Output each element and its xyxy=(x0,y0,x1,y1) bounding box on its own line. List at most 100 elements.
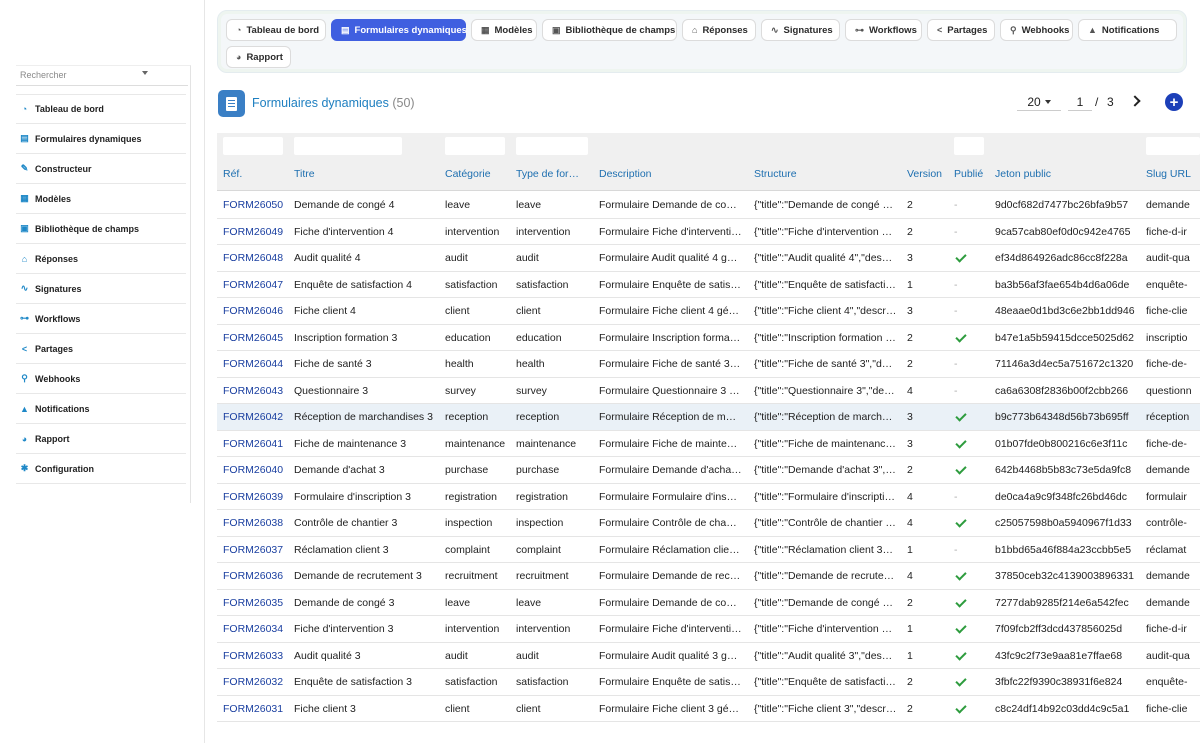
column-header-description[interactable]: Description xyxy=(599,168,652,180)
cell-category: client xyxy=(445,702,470,715)
table-row[interactable]: FORM26037 Réclamation client 3 complaint co… xyxy=(217,537,1200,563)
row-ref-link[interactable]: FORM26048 xyxy=(223,252,284,264)
row-ref-link[interactable]: FORM26031 xyxy=(223,702,284,715)
row-ref-link[interactable]: FORM26049 xyxy=(223,225,284,238)
table-row[interactable]: FORM26041 Fiche de maintenance 3 maintenan… xyxy=(217,431,1200,457)
sidebar-item-8[interactable]: < Partages xyxy=(16,334,186,364)
table-row[interactable]: FORM26039 Formulaire d'inscription 3 regis… xyxy=(217,484,1200,510)
table-row[interactable]: FORM26033 Audit qualité 3 audit audit Formul… xyxy=(217,643,1200,669)
sidebar-item-6[interactable]: ∿ Signatures xyxy=(16,274,186,304)
tab-4[interactable]: ⌂ Réponses xyxy=(682,19,756,41)
column-header-category[interactable]: Catégorie xyxy=(445,168,491,180)
row-ref-link[interactable]: FORM26036 xyxy=(223,570,284,582)
sidebar-item-2[interactable]: ✎ Constructeur xyxy=(16,154,186,184)
tab-7[interactable]: < Partages xyxy=(927,19,995,41)
sidebar-item-12[interactable]: ✱ Configuration xyxy=(16,454,186,484)
sidebar-search-input[interactable]: Rechercher xyxy=(16,65,188,86)
filter-title-input[interactable] xyxy=(294,137,402,155)
filter-slug-input[interactable] xyxy=(1146,137,1200,155)
column-header-structure[interactable]: Structure xyxy=(754,168,797,180)
table-row[interactable]: FORM26040 Demande d'achat 3 purchase purcha… xyxy=(217,457,1200,484)
column-header-title[interactable]: Titre xyxy=(294,168,315,180)
next-page-button[interactable] xyxy=(1128,93,1142,109)
row-ref-link[interactable]: FORM26046 xyxy=(223,305,284,317)
table-row[interactable]: FORM26043 Questionnaire 3 survey survey Form… xyxy=(217,378,1200,404)
filter-category-input[interactable] xyxy=(445,137,505,155)
row-ref-link[interactable]: FORM26044 xyxy=(223,358,284,370)
sidebar-item-10[interactable]: ▲ Notifications xyxy=(16,394,186,424)
tab-label: Notifications xyxy=(1101,24,1160,36)
column-header-published[interactable]: Publié xyxy=(954,168,984,180)
cell-description: Formulaire Réclamation clie… xyxy=(599,543,740,556)
filter-ref-input[interactable] xyxy=(223,137,283,155)
row-ref-link[interactable]: FORM26042 xyxy=(223,411,284,423)
table-row[interactable]: FORM26044 Fiche de santé 3 health health For… xyxy=(217,351,1200,378)
row-ref-link[interactable]: FORM26038 xyxy=(223,517,284,529)
column-header-type[interactable]: Type de for… xyxy=(516,168,580,180)
sidebar-item-0[interactable]: ◔ Tableau de bord xyxy=(16,94,186,124)
table-row[interactable]: FORM26050 Demande de congé 4 leave leave For… xyxy=(217,192,1200,219)
sidebar-item-4[interactable]: ▣ Bibliothèque de champs xyxy=(16,214,186,244)
table-row[interactable]: FORM26049 Fiche d'intervention 4 intervent… xyxy=(217,219,1200,245)
chevron-down-icon[interactable] xyxy=(142,71,148,75)
row-ref-link[interactable]: FORM26035 xyxy=(223,596,284,609)
column-header-version[interactable]: Version xyxy=(907,168,943,180)
table-row[interactable]: FORM26031 Fiche client 3 client client Formu… xyxy=(217,696,1200,722)
sidebar-item-5[interactable]: ⌂ Réponses xyxy=(16,244,186,274)
table-row[interactable]: FORM26046 Fiche client 4 client client Formu… xyxy=(217,298,1200,325)
row-ref-link[interactable]: FORM26039 xyxy=(223,490,284,503)
sidebar-item-11[interactable]: ◕ Rapport xyxy=(16,424,186,454)
table-row[interactable]: FORM26045 Inscription formation 3 educatio… xyxy=(217,325,1200,351)
tab-9[interactable]: ▲ Notifications xyxy=(1078,19,1177,41)
sidebar-item-7[interactable]: ⊶ Workflows xyxy=(16,304,186,334)
table-row[interactable]: FORM26048 Audit qualité 4 audit audit Formul… xyxy=(217,245,1200,272)
table-row[interactable]: FORM26034 Fiche d'intervention 3 intervent… xyxy=(217,616,1200,643)
sidebar-item-1[interactable]: ▤ Formulaires dynamiques xyxy=(16,124,186,154)
add-form-button[interactable]: + xyxy=(1165,93,1183,111)
tab-2[interactable]: ▦ Modèles xyxy=(471,19,537,41)
table-row[interactable]: FORM26032 Enquête de satisfaction 3 satisf… xyxy=(217,669,1200,696)
row-ref-link[interactable]: FORM26034 xyxy=(223,623,284,635)
search-placeholder: Rechercher xyxy=(20,70,67,80)
table-row[interactable]: FORM26038 Contrôle de chantier 3 inspectio… xyxy=(217,510,1200,537)
cell-title: Enquête de satisfaction 3 xyxy=(294,676,412,688)
filter-type-input[interactable] xyxy=(516,137,588,155)
row-ref-link[interactable]: FORM26043 xyxy=(223,384,284,397)
per-page-select[interactable]: 20 xyxy=(1017,93,1061,111)
unpublished-dash: - xyxy=(954,358,958,370)
cell-structure: {"title":"Demande de congé … xyxy=(754,199,894,211)
cell-slug: fiche-de- xyxy=(1146,437,1187,450)
cell-version: 3 xyxy=(907,437,913,450)
row-ref-link[interactable]: FORM26050 xyxy=(223,199,284,211)
tab-5[interactable]: ∿ Signatures xyxy=(761,19,840,41)
table-row[interactable]: FORM26047 Enquête de satisfaction 4 satisf… xyxy=(217,272,1200,298)
column-header-slug[interactable]: Slug URL xyxy=(1146,168,1191,180)
tab-0[interactable]: ◔ Tableau de bord xyxy=(226,19,326,41)
sidebar-item-3[interactable]: ▦ Modèles xyxy=(16,184,186,214)
cell-version: 1 xyxy=(907,649,913,662)
table-row[interactable]: FORM26042 Réception de marchandises 3 rece… xyxy=(217,404,1200,431)
tab-10[interactable]: ◕ Rapport xyxy=(226,46,291,68)
row-ref-link[interactable]: FORM26032 xyxy=(223,676,284,688)
row-ref-link[interactable]: FORM26040 xyxy=(223,464,284,476)
cell-title: Enquête de satisfaction 4 xyxy=(294,278,412,291)
gear-icon: ✱ xyxy=(20,463,29,473)
tab-8[interactable]: ⚲ Webhooks xyxy=(1000,19,1073,41)
row-ref-link[interactable]: FORM26047 xyxy=(223,278,284,291)
row-ref-link[interactable]: FORM26033 xyxy=(223,649,284,662)
page-number-input[interactable]: 1 xyxy=(1068,93,1092,111)
cell-structure: {"title":"Enquête de satisfacti… xyxy=(754,278,896,291)
sidebar-item-9[interactable]: ⚲ Webhooks xyxy=(16,364,186,394)
table-row[interactable]: FORM26035 Demande de congé 3 leave leave For… xyxy=(217,590,1200,616)
row-ref-link[interactable]: FORM26041 xyxy=(223,437,284,450)
cell-type: education xyxy=(516,331,562,344)
tab-6[interactable]: ⊶ Workflows xyxy=(845,19,922,41)
row-ref-link[interactable]: FORM26045 xyxy=(223,331,284,344)
table-row[interactable]: FORM26036 Demande de recrutement 3 recruit… xyxy=(217,563,1200,590)
column-header-ref[interactable]: Réf. xyxy=(223,168,243,180)
filter-published-input[interactable] xyxy=(954,137,984,155)
column-header-token[interactable]: Jeton public xyxy=(995,168,1052,180)
tab-3[interactable]: ▣ Bibliothèque de champs xyxy=(542,19,677,41)
row-ref-link[interactable]: FORM26037 xyxy=(223,543,284,556)
tab-1[interactable]: ▤ Formulaires dynamiques xyxy=(331,19,467,41)
